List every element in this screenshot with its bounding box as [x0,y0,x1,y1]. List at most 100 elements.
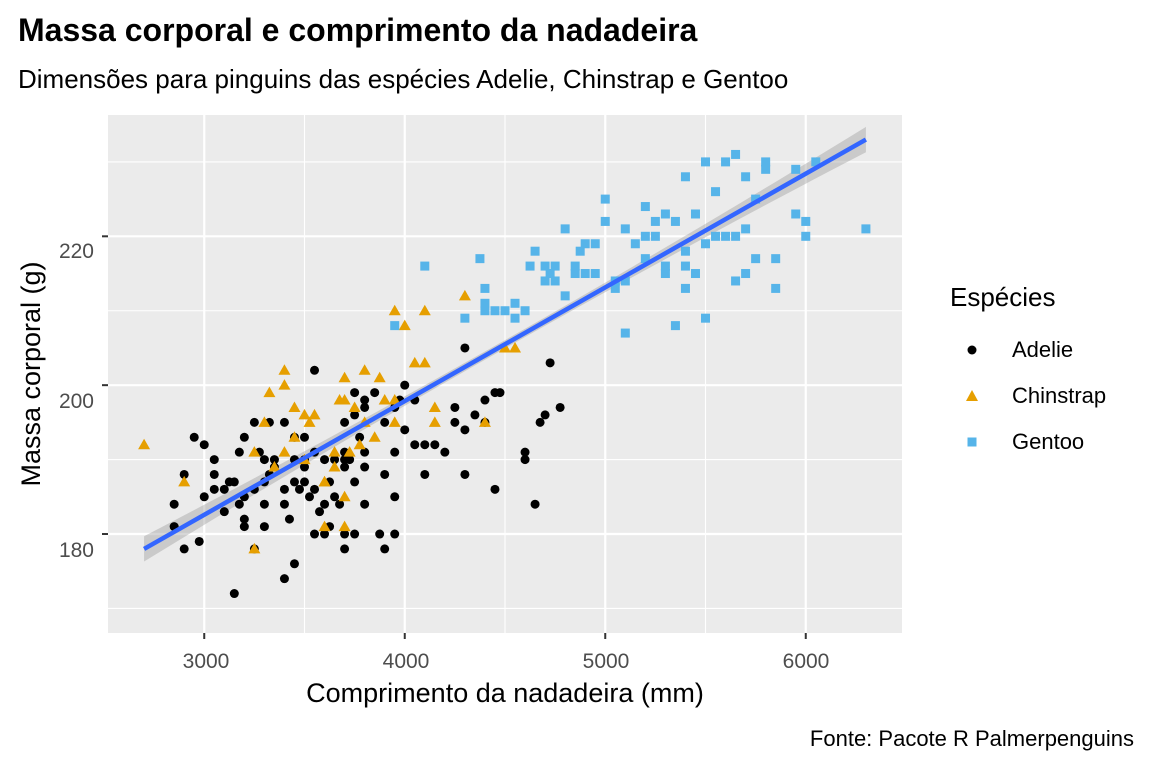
data-point-chinstrap [348,401,361,412]
legend: Espécies Adelie Chinstrap Gentoo [950,282,1106,465]
data-point-adelie [259,499,269,509]
data-point-adelie [310,529,320,539]
legend-label: Gentoo [1012,429,1085,454]
data-point-adelie [279,417,289,427]
data-point-adelie [495,388,505,398]
legend-item-gentoo: Gentoo [950,419,1106,465]
data-point-gentoo [575,246,585,256]
data-point-adelie [315,507,325,517]
data-point-gentoo [540,261,550,271]
data-point-gentoo [801,231,811,241]
data-point-gentoo [600,194,610,204]
data-point-chinstrap [278,379,291,390]
square-icon [950,419,994,465]
data-point-chinstrap [478,416,491,427]
data-point-adelie [229,477,239,487]
x-axis-label: Comprimento da nadadeira (mm) [306,678,704,708]
data-point-gentoo [721,157,731,167]
data-point-chinstrap [258,416,271,427]
data-point-gentoo [475,254,485,264]
data-point-gentoo [550,261,560,271]
data-point-gentoo [590,269,600,279]
data-point-adelie [234,499,244,509]
data-point-chinstrap [308,408,321,420]
data-point-chinstrap [318,520,331,532]
axis-tick-marks [102,235,807,639]
data-point-chinstrap [408,356,421,368]
x-tick-label: 4000 [383,650,430,673]
data-point-adelie [410,440,420,450]
data-point-chinstrap [338,490,351,502]
data-point-adelie [380,544,390,554]
data-point-adelie [380,417,390,427]
data-point-chinstrap [328,446,341,457]
data-point-gentoo [761,164,771,174]
data-point-gentoo [530,246,540,256]
data-point-gentoo [600,216,610,226]
data-point-adelie [520,447,530,457]
data-point-gentoo [620,224,630,234]
data-point-adelie [530,499,540,509]
data-point-chinstrap [298,408,311,420]
data-point-adelie [310,484,320,494]
data-point-chinstrap [458,289,471,301]
data-point-adelie [289,559,299,569]
data-point-gentoo [500,306,510,316]
data-point-gentoo [590,239,600,249]
data-point-adelie [209,484,219,494]
data-point-chinstrap [288,401,301,412]
data-point-gentoo [480,306,490,316]
data-point-chinstrap [303,416,316,427]
data-point-adelie [360,402,370,412]
data-point-gentoo [751,254,761,264]
data-point-gentoo [741,269,751,279]
data-point-chinstrap [343,446,356,457]
data-point-gentoo [690,269,700,279]
data-point-adelie [294,484,304,494]
data-point-gentoo [570,269,580,279]
data-point-gentoo [701,157,711,167]
data-point-adelie [540,410,550,420]
data-point-adelie [279,499,289,509]
data-point-adelie [490,484,500,494]
data-point-adelie [390,447,400,457]
data-point-gentoo [751,194,761,204]
data-point-gentoo [660,269,670,279]
data-point-chinstrap [398,319,411,331]
data-point-gentoo [580,239,590,249]
data-point-gentoo [630,239,640,249]
data-point-adelie [460,425,470,435]
data-point-chinstrap [138,438,151,450]
data-point-adelie [320,529,330,539]
data-point-adelie [219,484,229,494]
data-point-gentoo [560,291,570,301]
data-point-gentoo [640,254,650,264]
data-point-adelie [380,469,390,479]
data-point-adelie [169,499,179,509]
data-point-chinstrap [248,542,261,554]
data-point-gentoo [711,231,721,241]
data-point-gentoo [420,261,430,271]
data-point-chinstrap [388,304,401,316]
data-point-gentoo [731,149,741,159]
data-point-gentoo [761,157,771,167]
triangle-icon [950,373,994,419]
data-point-chinstrap [338,520,351,532]
legend-label: Chinstrap [1012,383,1107,408]
data-point-adelie [335,499,345,509]
y-axis-label: Massa corporal (g) [16,261,46,486]
data-point-gentoo [791,209,801,219]
data-point-adelie [450,402,460,412]
data-point-chinstrap [368,431,381,442]
data-point-chinstrap [499,341,511,353]
data-point-adelie [239,432,249,442]
data-points [138,149,871,599]
data-point-chinstrap [338,394,351,405]
data-point-chinstrap [428,401,441,412]
data-point-adelie [259,522,269,532]
data-point-chinstrap [509,341,522,353]
data-point-chinstrap [328,461,341,472]
data-point-adelie [340,529,350,539]
data-point-gentoo [640,202,650,212]
data-point-chinstrap [373,371,386,383]
